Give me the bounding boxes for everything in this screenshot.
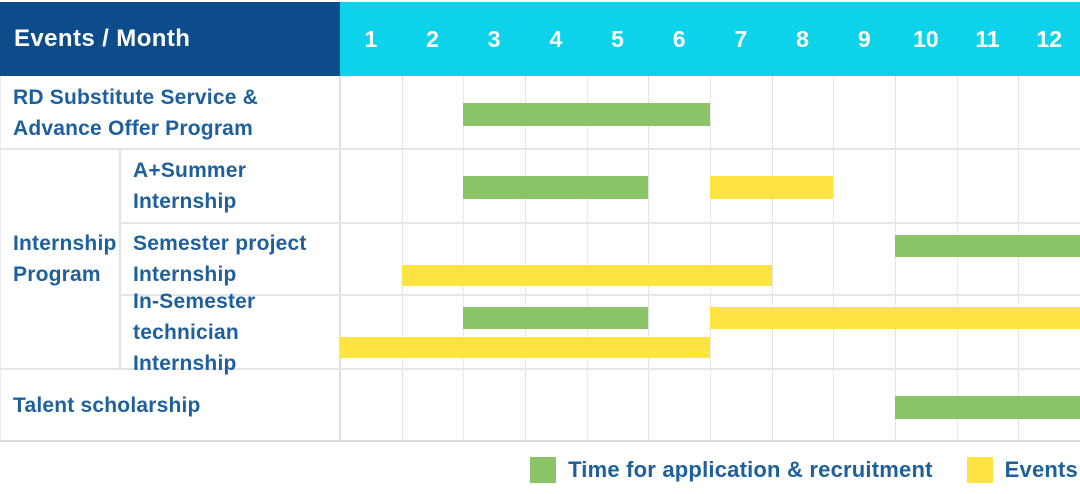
grid-line (648, 76, 650, 442)
label-line: Internship (133, 190, 237, 213)
row-label-talent-scholarship: Talent scholarship (0, 369, 340, 442)
label-line: Internship (13, 232, 117, 255)
application-bar (463, 176, 649, 199)
grid-line (120, 222, 1080, 224)
month-header-1: 1 (364, 25, 378, 52)
month-header-6: 6 (672, 25, 686, 52)
corner-header: Events / Month (0, 2, 340, 76)
label-line: Internship (133, 263, 237, 286)
event-swatch-icon (966, 457, 993, 483)
grid-line (0, 76, 1, 442)
application-bar (895, 235, 1080, 257)
label-line: RD Substitute Service & (13, 85, 258, 109)
label-line: A+Summer (133, 159, 247, 182)
event-bar (710, 307, 1080, 329)
label-line: In-Semester (133, 289, 256, 313)
grid-line (525, 76, 526, 442)
application-swatch-icon (530, 457, 557, 483)
month-header-9: 9 (857, 25, 871, 52)
month-header-8: 8 (796, 25, 809, 52)
grid-line (956, 76, 958, 442)
label-line: Semester project (133, 232, 307, 255)
grid-line (401, 76, 403, 442)
grid-line (120, 294, 1080, 296)
group-label-internship-program: Internship Program (0, 149, 120, 369)
month-header-2: 2 (426, 25, 439, 52)
grid-line (586, 76, 588, 442)
month-axis: 1 2 3 4 5 6 7 8 9 10 11 12 (340, 2, 1080, 76)
month-header-12: 12 (1036, 25, 1063, 52)
grid-line (895, 76, 896, 442)
event-bar (710, 176, 834, 199)
row-label-in-semester-technician-internship: In-Semester technician Internship (120, 290, 340, 375)
application-bar (895, 396, 1080, 419)
legend-label-application: Time for application & recruitment (568, 457, 933, 482)
grid-line (0, 368, 1080, 370)
grid-line (771, 76, 773, 442)
label-line: Advance Offer Program (13, 116, 253, 140)
grid-line (833, 76, 835, 442)
grid-line (0, 440, 1080, 442)
grid-line (710, 76, 711, 442)
label-line: technician Internship (133, 320, 239, 375)
event-bar (340, 337, 710, 358)
month-header-5: 5 (611, 25, 624, 52)
label-line: Program (13, 263, 101, 286)
application-bar (463, 307, 649, 329)
event-bar (401, 265, 772, 286)
month-header-11: 11 (975, 25, 1000, 52)
month-header-3: 3 (487, 25, 501, 52)
month-header-4: 4 (549, 25, 563, 52)
grid-line (1018, 76, 1020, 442)
gantt-table: Events / Month 1 2 3 4 5 6 7 8 9 10 11 12 RD Substi… (0, 2, 1080, 442)
month-header-7: 7 (734, 25, 748, 52)
grid-line (339, 76, 341, 442)
grid-line (0, 148, 1080, 150)
table-title: Events / Month (14, 25, 191, 52)
month-header-10: 10 (913, 25, 939, 52)
application-bar (463, 103, 710, 126)
row-label-semester-project-internship: Semester project Internship (120, 223, 340, 295)
grid-line (463, 76, 465, 442)
grid-line (119, 149, 121, 369)
row-label-rd-substitute-advance-offer: RD Substitute Service & Advance Offer Pro… (0, 76, 340, 149)
row-label-a-plus-summer-internship: A+Summer Internship (120, 149, 340, 223)
legend: Time for application & recruitment Event… (530, 456, 1078, 484)
label-line: Talent scholarship (13, 394, 201, 417)
legend-label-events: Events (1004, 457, 1078, 482)
